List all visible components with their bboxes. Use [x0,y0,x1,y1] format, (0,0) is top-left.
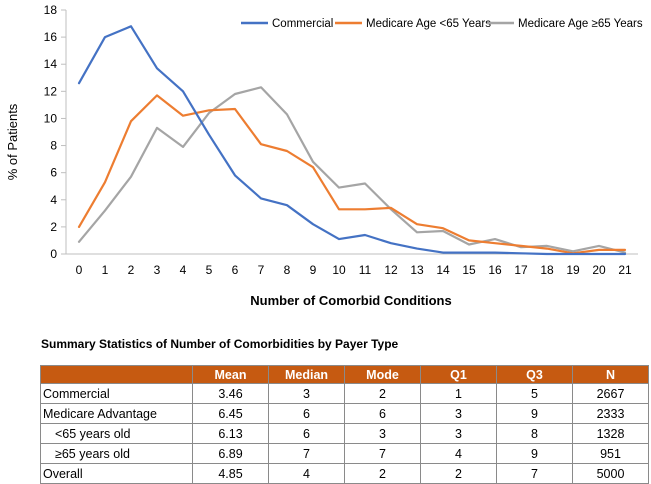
cell-q3: 5 [496,383,573,404]
row-label: Medicare Advantage [40,403,193,424]
table-row: Overall 4.85 4 2 2 7 5000 [40,463,649,484]
x-tick-label: 20 [592,263,606,277]
cell-mode: 6 [344,403,421,424]
cell-median: 4 [268,463,345,484]
header-median: Median [268,365,345,384]
cell-q3: 8 [496,423,573,444]
cell-mean: 6.45 [192,403,269,424]
cell-n: 5000 [572,463,649,484]
x-tick-label: 7 [258,263,265,277]
cell-q3: 9 [496,443,573,464]
table-title: Summary Statistics of Number of Comorbid… [41,337,399,351]
cell-mode: 7 [344,443,421,464]
table-header-row: Mean Median Mode Q1 Q3 N [40,365,649,384]
cell-mean: 6.89 [192,443,269,464]
header-mode: Mode [344,365,421,384]
y-tick-label: 4 [50,193,57,207]
x-tick-label: 6 [232,263,239,277]
x-tick-label: 18 [540,263,554,277]
cell-n: 2667 [572,383,649,404]
cell-n: 951 [572,443,649,464]
x-axis-ticks: 0 1 2 3 4 5 6 7 8 9 10 11 12 13 14 15 16 17 18 19 20 21 [76,263,632,277]
y-tick-label: 18 [44,3,58,17]
axes [65,10,638,255]
table-row: Medicare Advantage 6.45 6 6 3 9 2333 [40,403,649,424]
header-q3: Q3 [496,365,573,384]
cell-q3: 9 [496,403,573,424]
header-mean: Mean [192,365,269,384]
header-q1: Q1 [420,365,497,384]
series-lines [77,25,627,256]
x-tick-label: 11 [359,263,372,277]
x-tick-label: 8 [284,263,291,277]
series-line-1 [77,25,627,256]
x-tick-label: 17 [514,263,528,277]
x-tick-label: 13 [410,263,424,277]
cell-mode: 3 [344,423,421,444]
x-tick-label: 15 [462,263,476,277]
cell-q1: 3 [420,403,497,424]
cell-q3: 7 [496,463,573,484]
y-tick-label: 6 [50,166,57,180]
y-axis-ticks: 0 2 4 6 8 10 12 14 16 18 [44,3,66,261]
x-tick-label: 10 [332,263,346,277]
row-label: <65 years old [40,423,193,444]
y-tick-label: 12 [44,84,58,98]
legend: Commercial Medicare Age <65 Years Medicare… [241,18,643,30]
header-n: N [572,365,649,384]
y-tick-label: 10 [44,111,58,125]
series-line-3 [77,86,627,254]
x-axis-title: Number of Comorbid Conditions [250,293,451,308]
table-row: ≥65 years old 6.89 7 7 4 9 951 [40,443,649,464]
y-tick-label: 14 [44,57,58,71]
x-tick-label: 14 [436,263,450,277]
cell-mean: 4.85 [192,463,269,484]
cell-q1: 3 [420,423,497,444]
x-tick-label: 4 [180,263,187,277]
cell-n: 2333 [572,403,649,424]
y-axis-title: % of Patients [5,103,20,180]
legend-label-1: Commercial [272,18,333,30]
x-tick-label: 1 [102,263,109,277]
x-tick-label: 5 [206,263,213,277]
y-tick-label: 16 [44,30,58,44]
y-tick-label: 8 [50,139,57,153]
row-label: Overall [40,463,193,484]
table-row: Commercial 3.46 3 2 1 5 2667 [40,383,649,404]
x-tick-label: 16 [488,263,502,277]
cell-q1: 4 [420,443,497,464]
cell-mean: 6.13 [192,423,269,444]
header-label [40,365,193,384]
legend-label-2: Medicare Age <65 Years [366,18,491,30]
legend-label-3: Medicare Age ≥65 Years [518,18,643,30]
x-tick-label: 19 [566,263,580,277]
x-tick-label: 12 [384,263,398,277]
x-tick-label: 3 [154,263,161,277]
cell-q1: 1 [420,383,497,404]
summary-stats-table: Mean Median Mode Q1 Q3 N Commercial 3.46 3… [40,365,649,484]
cell-median: 7 [268,443,345,464]
row-label: ≥65 years old [40,443,193,464]
cell-median: 6 [268,403,345,424]
table-row: <65 years old 6.13 6 3 3 8 1328 [40,423,649,444]
cell-mode: 2 [344,383,421,404]
x-tick-label: 21 [618,263,632,277]
cell-median: 3 [268,383,345,404]
cell-median: 6 [268,423,345,444]
row-label: Commercial [40,383,193,404]
x-tick-label: 0 [76,263,83,277]
cell-n: 1328 [572,423,649,444]
x-tick-label: 2 [128,263,135,277]
x-tick-label: 9 [310,263,317,277]
cell-mean: 3.46 [192,383,269,404]
series-line-2 [77,94,627,255]
cell-mode: 2 [344,463,421,484]
y-tick-label: 2 [50,220,57,234]
y-tick-label: 0 [50,247,57,261]
cell-q1: 2 [420,463,497,484]
